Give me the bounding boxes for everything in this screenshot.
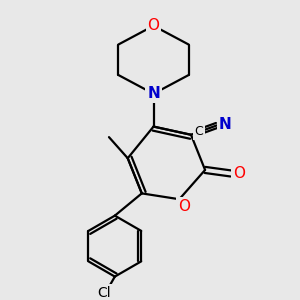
Text: C: C: [195, 125, 203, 138]
Text: N: N: [147, 86, 160, 101]
Text: O: O: [233, 166, 245, 181]
Text: O: O: [148, 18, 160, 33]
Text: Cl: Cl: [98, 286, 111, 300]
Text: O: O: [178, 199, 190, 214]
Text: N: N: [219, 117, 231, 132]
